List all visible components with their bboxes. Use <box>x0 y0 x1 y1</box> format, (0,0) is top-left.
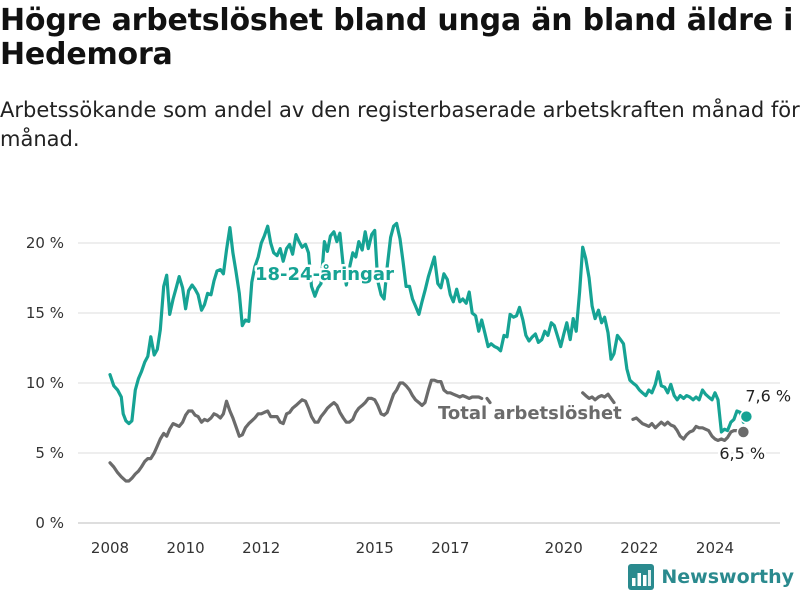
x-tick-label: 2015 <box>356 539 394 557</box>
x-tick-label: 2017 <box>431 539 469 557</box>
newsworthy-logo-icon <box>628 564 655 590</box>
series-label: Total arbetslöshet <box>438 403 622 424</box>
x-tick-label: 2024 <box>696 539 734 557</box>
y-tick-label: 0 % <box>35 514 64 532</box>
y-tick-label: 15 % <box>26 304 64 322</box>
series-end-marker <box>736 425 751 439</box>
series-label-halo: Total arbetslöshet <box>438 403 622 424</box>
x-tick-label: 2022 <box>620 539 658 557</box>
x-tick-label: 2012 <box>242 539 280 557</box>
series-line <box>108 221 748 434</box>
x-tick-label: 2010 <box>167 539 205 557</box>
y-tick-label: 20 % <box>26 234 64 252</box>
x-axis-tick-labels: 2008 2010 2012 2015 2017 2020 2022 2024 <box>91 539 734 557</box>
series-label: 6,5 % <box>719 444 765 463</box>
series-label: 18-24-åringar <box>255 263 394 285</box>
x-tick-label: 2020 <box>545 539 583 557</box>
y-axis-tick-labels: 0 % 5 % 10 % 15 % 20 % <box>26 234 64 532</box>
series-label-halo: 6,5 % <box>719 444 765 463</box>
series-label-halo: 18-24-åringar <box>255 263 394 285</box>
brand-name: Newsworthy <box>661 566 794 588</box>
y-tick-label: 10 % <box>26 374 64 392</box>
series-label-halo: 7,6 % <box>745 387 791 406</box>
x-tick-label: 2008 <box>91 539 129 557</box>
y-tick-label: 5 % <box>35 444 64 462</box>
series-lines <box>108 221 754 483</box>
series-line <box>108 378 745 483</box>
y-gridlines <box>78 242 780 524</box>
chart-title: Högre arbetslöshet bland unga än bland ä… <box>0 3 794 72</box>
chart-subtitle: Arbetssökande som andel av den registerb… <box>0 98 800 151</box>
series-end-marker <box>739 409 754 424</box>
series-label: 7,6 % <box>745 387 791 406</box>
newsworthy-brand[interactable]: Newsworthy <box>628 564 794 590</box>
